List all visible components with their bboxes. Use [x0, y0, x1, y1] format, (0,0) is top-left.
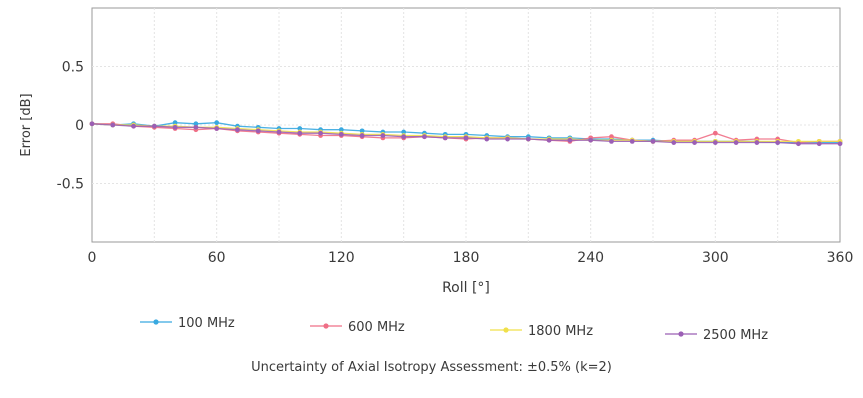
data-point: [609, 138, 614, 144]
data-point: [401, 134, 407, 140]
data-point: [318, 130, 323, 136]
data-point: [297, 130, 303, 136]
data-point: [297, 126, 303, 131]
data-point: [214, 120, 220, 126]
data-point: [816, 141, 822, 147]
data-point: [193, 124, 199, 130]
x-tick-label: 60: [208, 250, 226, 266]
x-tick-label: 120: [328, 250, 355, 266]
data-point: [172, 124, 178, 130]
data-point: [692, 140, 697, 145]
data-point: [525, 136, 531, 142]
data-point: [629, 138, 635, 144]
data-point: [463, 135, 469, 141]
data-point: [214, 126, 220, 131]
data-point: [380, 133, 386, 138]
data-point: [796, 141, 801, 147]
legend-marker: [153, 319, 159, 325]
y-tick-label: 0.5: [62, 60, 84, 76]
data-point: [484, 136, 490, 142]
grid-layer: [92, 8, 840, 242]
data-point: [401, 129, 407, 135]
data-point: [712, 130, 718, 136]
x-tick-label: 0: [88, 250, 97, 266]
y-axis-label: Error [dB]: [19, 93, 34, 156]
x-tick-label: 180: [453, 250, 480, 266]
data-point: [255, 128, 261, 134]
data-point: [650, 138, 656, 144]
legend-marker: [678, 331, 684, 337]
data-point: [151, 123, 157, 129]
data-point: [172, 120, 178, 126]
data-point: [754, 140, 760, 145]
data-point: [422, 134, 427, 140]
data-point: [193, 121, 199, 127]
data-point: [442, 135, 448, 141]
data-point: [609, 134, 614, 140]
data-point: [131, 123, 136, 129]
data-point: [588, 137, 594, 143]
data-point: [671, 140, 677, 145]
data-point: [505, 136, 510, 142]
data-point: [567, 137, 573, 143]
legend-label: 600 MHz: [348, 320, 405, 335]
uncertainty-caption: Uncertainty of Axial Isotropy Assessment…: [251, 360, 612, 375]
legend-label: 1800 MHz: [528, 324, 593, 339]
legend-marker: [323, 323, 329, 329]
data-point: [359, 128, 365, 134]
tick-label-layer: 0 60 120 180 240 300 360 0.5 0 -0.5: [57, 60, 854, 267]
data-point: [276, 129, 282, 135]
x-axis-label: Roll [°]: [442, 280, 490, 296]
data-point: [733, 140, 739, 145]
data-point: [837, 141, 843, 147]
legend-marker: [503, 327, 509, 333]
x-tick-label: 360: [827, 250, 854, 266]
data-point: [546, 137, 552, 143]
legend: 100 MHz 600 MHz 1800 MHz 2500 MHz: [140, 316, 768, 343]
data-point: [338, 127, 344, 133]
y-tick-label: -0.5: [57, 177, 84, 193]
data-point: [110, 122, 116, 128]
data-point: [359, 133, 365, 138]
y-tick-label: 0: [75, 118, 84, 134]
data-point: [235, 127, 240, 133]
legend-label: 2500 MHz: [703, 328, 768, 343]
legend-label: 100 MHz: [178, 316, 235, 331]
data-point: [775, 140, 781, 145]
data-point: [712, 140, 718, 145]
series-layer: [89, 120, 843, 147]
data-point: [338, 131, 344, 137]
data-point: [89, 121, 95, 127]
x-tick-label: 300: [702, 250, 729, 266]
x-tick-label: 240: [577, 250, 604, 266]
